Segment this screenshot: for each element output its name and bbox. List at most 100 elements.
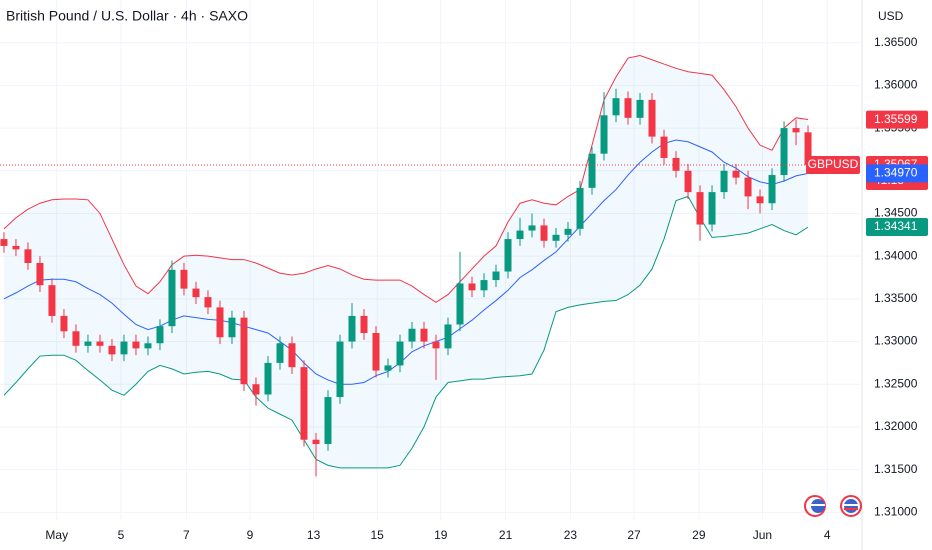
candle-body [408, 328, 416, 342]
candle-body [216, 307, 224, 338]
candle-body [672, 157, 680, 171]
candle-body [420, 328, 428, 342]
y-tick-label: 1.36000 [874, 78, 918, 92]
candle-body [756, 196, 764, 204]
candle-body [396, 341, 404, 366]
candle-body [432, 341, 440, 349]
candle-body [804, 132, 812, 165]
currency[interactable]: USD [878, 9, 904, 23]
x-tick-label: 29 [692, 528, 706, 542]
x-tick-label: 9 [247, 528, 254, 542]
price-label-box [866, 218, 928, 237]
candle-body [468, 283, 476, 291]
y-tick-label: 1.32000 [874, 419, 918, 433]
y-tick-label: 1.36500 [874, 35, 918, 49]
candle-body [384, 365, 392, 371]
x-tick-label: 23 [564, 528, 578, 542]
candle-body [48, 285, 56, 316]
candle-body [324, 397, 332, 445]
candle-body [516, 230, 524, 240]
x-tick-label: 21 [499, 528, 513, 542]
candle-body [684, 170, 692, 193]
y-tick-label: 1.33000 [874, 334, 918, 348]
x-tick-label: 15 [371, 528, 385, 542]
price-label-box [866, 164, 928, 183]
band-middle [3, 139, 809, 385]
candle-body [228, 317, 236, 338]
x-tick-label: 13 [307, 528, 321, 542]
y-tick-label: 1.33500 [874, 291, 918, 305]
candle-body [348, 315, 356, 342]
candle-body [792, 128, 800, 133]
candle-body [720, 170, 728, 193]
x-tick-label: 27 [627, 528, 641, 542]
candle-body [624, 98, 632, 118]
candle-body [444, 324, 452, 349]
candle-body [480, 280, 488, 291]
x-tick-label: Jun [753, 528, 772, 542]
chart-title: British Pound / U.S. Dollar · 4h · SAXO [6, 8, 248, 24]
candle-body [552, 234, 560, 241]
candle-body [156, 326, 164, 344]
candle-body [36, 262, 44, 286]
event-icons[interactable] [804, 495, 862, 517]
candle-body [528, 225, 536, 231]
y-tick-label: 1.34000 [874, 248, 918, 262]
candle-body [60, 315, 68, 332]
candle-body [108, 345, 116, 355]
candle-body [636, 99, 644, 118]
y-tick-label: 1.31500 [874, 462, 918, 476]
candle-body [492, 271, 500, 281]
band-fill [3, 55, 809, 468]
candle-body [168, 269, 176, 327]
candle-body [12, 245, 20, 250]
candle-body [132, 341, 140, 349]
x-tick-label: May [45, 528, 68, 542]
candles [0, 88, 812, 477]
symbol-tag [806, 156, 860, 175]
candle-body [648, 99, 656, 137]
x-tick-label: 5 [118, 528, 125, 542]
candle-body [540, 225, 548, 241]
candle-body [660, 136, 668, 158]
candle-body [240, 317, 248, 385]
price-label: 1.35599 [874, 112, 918, 126]
candle-body [192, 288, 200, 298]
candle-body [576, 187, 584, 229]
symbol-tag-text: GBPUSD [808, 157, 859, 171]
candle-body [564, 228, 572, 235]
candle-body [456, 283, 464, 325]
candle-body [780, 128, 788, 176]
candle-body [372, 333, 380, 371]
candle-body [0, 239, 8, 246]
candle-body [732, 170, 740, 178]
candle-body [84, 341, 92, 346]
candle-body [144, 343, 152, 349]
y-tick-label: 1.34500 [874, 206, 918, 220]
candle-body [336, 341, 344, 398]
candle-body [504, 239, 512, 272]
y-tick-label: 1.32500 [874, 376, 918, 390]
bollinger-bands [3, 54, 809, 469]
candle-body [708, 192, 716, 225]
candle-body [312, 439, 320, 445]
candle-body [696, 192, 704, 225]
candle-body [288, 343, 296, 368]
candle-body [612, 98, 620, 116]
band-upper [3, 54, 809, 303]
x-tick-label: 7 [183, 528, 190, 542]
candle-body [588, 153, 596, 188]
band-lower [3, 195, 809, 469]
candle-body [300, 367, 308, 440]
candle-body [24, 249, 32, 263]
candle-body [96, 341, 104, 346]
price-label-box [866, 110, 928, 129]
price-label: 1.34970 [874, 166, 918, 180]
candle-body [600, 115, 608, 154]
candle-body [360, 315, 368, 334]
y-tick-label: 1.31000 [874, 504, 918, 518]
candle-body [120, 341, 128, 355]
x-tick-label: 19 [434, 528, 448, 542]
candle-body [744, 177, 752, 197]
candle-body [768, 175, 776, 204]
